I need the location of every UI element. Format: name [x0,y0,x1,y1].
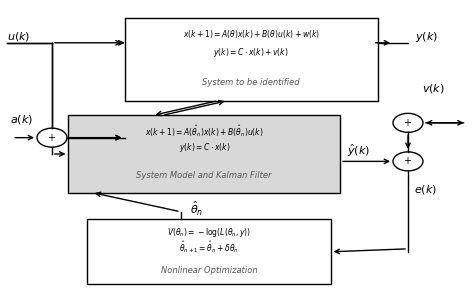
Text: $e(k)$: $e(k)$ [414,183,437,196]
Text: $x(k+1) = A(\theta)x(k)+B(\theta)u(k)+w(k)$: $x(k+1) = A(\theta)x(k)+B(\theta)u(k)+w(… [182,28,319,40]
Bar [125,18,377,101]
Bar [68,115,340,192]
Text: $u(k)$: $u(k)$ [8,31,31,43]
Text: $\hat{\theta}_n$: $\hat{\theta}_n$ [190,200,203,218]
Text: $y(k) = C\cdot x(k)$: $y(k) = C\cdot x(k)$ [179,141,230,154]
Text: $\hat{\theta}_{n+1} = \hat{\theta}_n + \delta\theta_n$: $\hat{\theta}_{n+1} = \hat{\theta}_n + \… [179,239,239,255]
Text: System Model and Kalman Filter: System Model and Kalman Filter [137,171,272,180]
Text: $v(k)$: $v(k)$ [422,82,445,95]
Circle shape [393,152,423,171]
Text: System to be identified: System to be identified [202,78,300,87]
Text: Nonlinear Optimization: Nonlinear Optimization [161,265,257,275]
Circle shape [37,128,67,147]
Text: $+$: $+$ [47,132,56,143]
Text: $y(k)$: $y(k)$ [415,30,438,44]
Text: $y(k) = C\cdot x(k)+v(k)$: $y(k) = C\cdot x(k)+v(k)$ [213,46,289,59]
Text: $+$: $+$ [403,155,412,166]
Text: $+$: $+$ [403,117,412,128]
Circle shape [393,113,423,132]
Text: $x(k+1) = A(\hat{\theta}_n)x(k)+B(\hat{\theta}_n)u(k)$: $x(k+1) = A(\hat{\theta}_n)x(k)+B(\hat{\… [145,123,264,139]
Text: $a(k)$: $a(k)$ [10,113,33,126]
Text: $\hat{y}(k)$: $\hat{y}(k)$ [347,143,370,159]
Bar [87,219,331,284]
Text: $V(\theta_n) = -\log(L(\theta_n, y))$: $V(\theta_n) = -\log(L(\theta_n, y))$ [167,226,251,239]
